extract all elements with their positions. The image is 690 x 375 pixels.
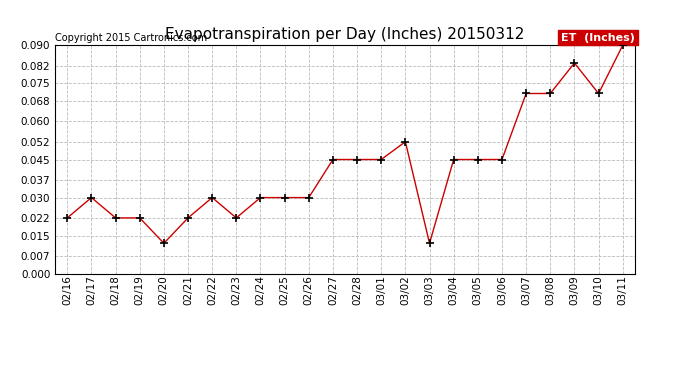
Point <box>62 215 73 221</box>
Point <box>327 156 338 162</box>
Point <box>110 215 121 221</box>
Point <box>230 215 241 221</box>
Point <box>303 195 314 201</box>
Point <box>400 139 411 145</box>
Point <box>375 156 386 162</box>
Title: Evapotranspiration per Day (Inches) 20150312: Evapotranspiration per Day (Inches) 2015… <box>166 27 524 42</box>
Text: Copyright 2015 Cartronics.com: Copyright 2015 Cartronics.com <box>55 33 207 43</box>
Point <box>424 240 435 246</box>
Point <box>351 156 363 162</box>
Point <box>86 195 97 201</box>
Point <box>617 42 628 48</box>
Point <box>207 195 218 201</box>
Point <box>545 90 556 96</box>
Point <box>182 215 193 221</box>
Point <box>520 90 531 96</box>
Point <box>134 215 145 221</box>
Point <box>159 240 170 246</box>
Point <box>279 195 290 201</box>
Point <box>569 60 580 66</box>
Point <box>497 156 508 162</box>
Point <box>448 156 460 162</box>
Point <box>472 156 483 162</box>
Point <box>593 90 604 96</box>
Point <box>255 195 266 201</box>
Text: ET  (Inches): ET (Inches) <box>561 33 635 43</box>
